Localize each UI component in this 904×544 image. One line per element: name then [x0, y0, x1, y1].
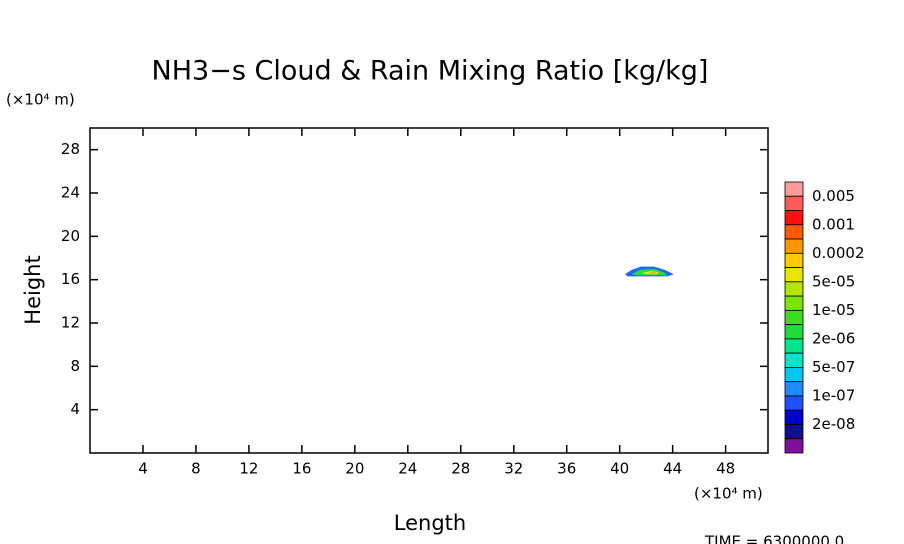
x-tick-label: 12: [239, 460, 258, 478]
x-tick-label: 16: [292, 460, 311, 478]
colorbar-label: 1e-07: [812, 386, 855, 404]
x-tick-label: 44: [663, 460, 682, 478]
colorbar-box: [784, 367, 804, 383]
y-tick-label: 24: [61, 184, 80, 202]
x-tick-label: 8: [191, 460, 201, 478]
y-tick-label: 16: [61, 270, 80, 288]
x-tick-label: 48: [716, 460, 735, 478]
x-tick-label: 4: [138, 460, 148, 478]
y-axis-title: Height: [21, 255, 45, 324]
colorbar-box: [784, 224, 804, 240]
colorbar-box: [784, 252, 804, 268]
colorbar-box: [784, 238, 804, 254]
colorbar-box: [784, 309, 804, 326]
colorbar-label: 2e-08: [812, 415, 855, 433]
y-tick-label: 12: [61, 314, 80, 332]
y-tick-label: 8: [70, 357, 80, 375]
colorbar-label: 2e-06: [812, 329, 855, 347]
colorbar-box: [784, 395, 804, 411]
colorbar-box: [784, 210, 804, 226]
x-unit: (×10⁴ m): [694, 485, 763, 503]
x-tick-label: 40: [610, 460, 629, 478]
x-tick-label: 36: [557, 460, 576, 478]
colorbar-label: 0.001: [812, 215, 855, 233]
footer: TIME = 6300000.0: [704, 533, 844, 544]
colorbar-label: 5e-05: [812, 272, 855, 290]
colorbar-box: [784, 438, 804, 454]
plot-frame: [89, 127, 769, 454]
colorbar-box: [784, 295, 804, 311]
colorbar-label: 0.0002: [812, 244, 865, 262]
y-tick-label: 4: [70, 400, 80, 418]
colorbar-label: 0.005: [812, 187, 855, 205]
colorbar-box: [784, 181, 804, 197]
contour-region: [647, 272, 657, 274]
colorbar-box: [784, 267, 804, 283]
chart-title: NH3−s Cloud & Rain Mixing Ratio [kg/kg]: [152, 56, 709, 87]
colorbar-box: [784, 281, 804, 297]
colorbar-box: [784, 338, 804, 354]
colorbar-box: [784, 352, 804, 368]
colorbar-box: [784, 324, 804, 340]
colorbar-label: 5e-07: [812, 358, 855, 376]
y-tick-label: 20: [61, 227, 80, 245]
colorbar-box: [784, 409, 804, 425]
y-unit: (×10⁴ m): [6, 91, 75, 109]
colorbar-label: 1e-05: [812, 301, 855, 319]
colorbar-box: [784, 195, 804, 211]
x-axis-title: Length: [394, 511, 466, 535]
x-tick-label: 32: [504, 460, 523, 478]
x-tick-label: 28: [451, 460, 470, 478]
y-tick-label: 28: [61, 140, 80, 158]
x-tick-label: 20: [345, 460, 364, 478]
x-tick-label: 24: [398, 460, 417, 478]
colorbar-box: [784, 424, 804, 440]
colorbar-box: [784, 381, 804, 397]
